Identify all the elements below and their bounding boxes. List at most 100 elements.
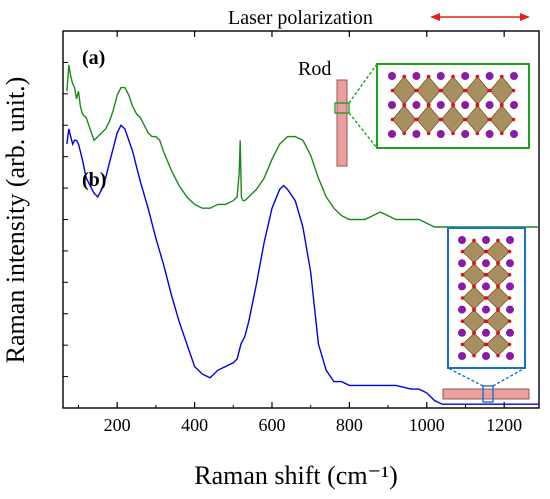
- oxygen-atom: [472, 261, 476, 266]
- oxygen-atom: [507, 249, 512, 254]
- cation-atom: [458, 352, 466, 360]
- cation-atom: [485, 130, 494, 138]
- oxygen-atom: [402, 103, 407, 108]
- oxygen-atom: [496, 308, 500, 312]
- oxygen-atom: [390, 88, 395, 93]
- cation-atom: [458, 328, 466, 337]
- cation-atom: [388, 130, 396, 138]
- oxygen-atom: [451, 74, 455, 79]
- y-ticks: [63, 61, 68, 378]
- cation-atom: [412, 72, 421, 80]
- cation-atom: [458, 305, 466, 314]
- laser-polarization-label: Laser polarization: [228, 7, 373, 29]
- oxygen-atom: [507, 342, 512, 347]
- cation-atom: [436, 72, 445, 80]
- x-axis-label: Raman shift (cm⁻¹): [194, 461, 397, 490]
- oxygen-atom: [488, 88, 492, 93]
- x-tick-label: 1000: [409, 415, 445, 435]
- oxygen-atom: [415, 88, 419, 93]
- oxygen-atom: [496, 353, 500, 358]
- oxygen-atom: [475, 131, 480, 136]
- oxygen-atom: [472, 331, 476, 336]
- panel-b-label: (b): [82, 169, 106, 191]
- cation-atom: [412, 101, 421, 109]
- cation-atom: [506, 352, 514, 360]
- series-b-line: [66, 124, 539, 405]
- oxygen-atom: [426, 74, 431, 79]
- oxygen-atom: [439, 117, 444, 122]
- horizontal-rod: [442, 367, 530, 403]
- rod-highlight-box-b: [482, 385, 494, 403]
- cation-atom: [458, 259, 466, 268]
- cation-atom: [506, 236, 514, 244]
- cation-atom: [388, 101, 396, 109]
- x-ticks: 200 400 600 800 1000 1200: [77, 31, 522, 435]
- cation-atom: [461, 130, 470, 138]
- cation-atom: [506, 328, 514, 337]
- cation-atom: [510, 101, 518, 109]
- oxygen-atom: [451, 103, 455, 108]
- crystal-structure-inset-horizontal: [376, 63, 530, 149]
- oxygen-atom: [484, 319, 489, 324]
- oxygen-atom: [460, 342, 465, 347]
- oxygen-atom: [472, 353, 476, 358]
- cation-atom: [436, 130, 445, 138]
- oxygen-atom: [500, 131, 504, 136]
- series-a-line: [66, 64, 539, 228]
- oxygen-atom: [511, 88, 516, 93]
- vertical-rod: [334, 63, 378, 167]
- crystal-structure-inset-vertical: [447, 227, 526, 369]
- cation-atom: [506, 282, 514, 291]
- cation-atom: [482, 305, 490, 314]
- oxygen-atom: [460, 319, 465, 324]
- oxygen-atom: [463, 117, 468, 122]
- x-tick-label: 400: [181, 415, 208, 435]
- cation-atom: [510, 130, 518, 138]
- oxygen-atom: [484, 342, 489, 347]
- oxygen-atom: [415, 117, 419, 122]
- cation-atom: [482, 259, 490, 268]
- cation-atom: [482, 352, 490, 360]
- oxygen-atom: [426, 103, 431, 108]
- oxygen-atom: [507, 273, 512, 277]
- oxygen-atom: [507, 296, 512, 300]
- cation-atom: [482, 282, 490, 291]
- oxygen-atom: [402, 74, 407, 79]
- rod-highlight-box: [334, 102, 350, 114]
- oxygen-atom: [451, 131, 455, 136]
- oxygen-atom: [460, 249, 465, 254]
- oxygen-atom: [496, 261, 500, 266]
- oxygen-atom: [460, 296, 465, 300]
- cation-atom: [485, 72, 494, 80]
- oxygen-atom: [402, 131, 407, 136]
- oxygen-atom: [496, 238, 500, 243]
- cation-atom: [485, 101, 494, 109]
- cation-atom: [458, 282, 466, 291]
- oxygen-atom: [426, 131, 431, 136]
- oxygen-atom: [460, 273, 465, 277]
- x-tick-label: 600: [258, 415, 285, 435]
- oxygen-atom: [500, 103, 504, 108]
- oxygen-atom: [463, 88, 468, 93]
- oxygen-atom: [500, 74, 504, 79]
- rod-label: Rod: [298, 58, 331, 80]
- oxygen-atom: [511, 117, 516, 122]
- oxygen-atom: [507, 319, 512, 324]
- laser-arrow-icon: [430, 13, 530, 21]
- oxygen-atom: [496, 331, 500, 336]
- cation-atom: [388, 72, 396, 80]
- oxygen-atom: [484, 296, 489, 300]
- cation-atom: [506, 305, 514, 314]
- cation-atom: [436, 101, 445, 109]
- x-tick-label: 1200: [486, 415, 522, 435]
- cation-atom: [461, 72, 470, 80]
- oxygen-atom: [390, 117, 395, 122]
- cation-atom: [510, 72, 518, 80]
- oxygen-atom: [472, 308, 476, 312]
- cation-atom: [458, 236, 466, 244]
- oxygen-atom: [488, 117, 492, 122]
- oxygen-atom: [472, 238, 476, 243]
- panel-a-label: (a): [82, 47, 105, 69]
- oxygen-atom: [484, 249, 489, 254]
